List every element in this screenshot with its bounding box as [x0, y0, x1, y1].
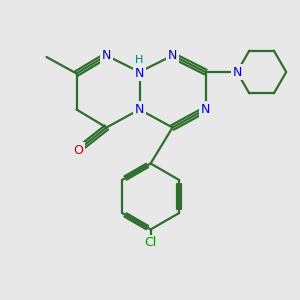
Text: N: N — [232, 65, 242, 79]
Text: N: N — [102, 49, 111, 62]
Text: N: N — [201, 103, 210, 116]
Text: N: N — [135, 103, 144, 116]
Text: Cl: Cl — [145, 236, 157, 250]
Text: H: H — [135, 55, 144, 65]
Text: O: O — [73, 143, 83, 157]
Text: N: N — [135, 67, 144, 80]
Text: N: N — [168, 49, 177, 62]
